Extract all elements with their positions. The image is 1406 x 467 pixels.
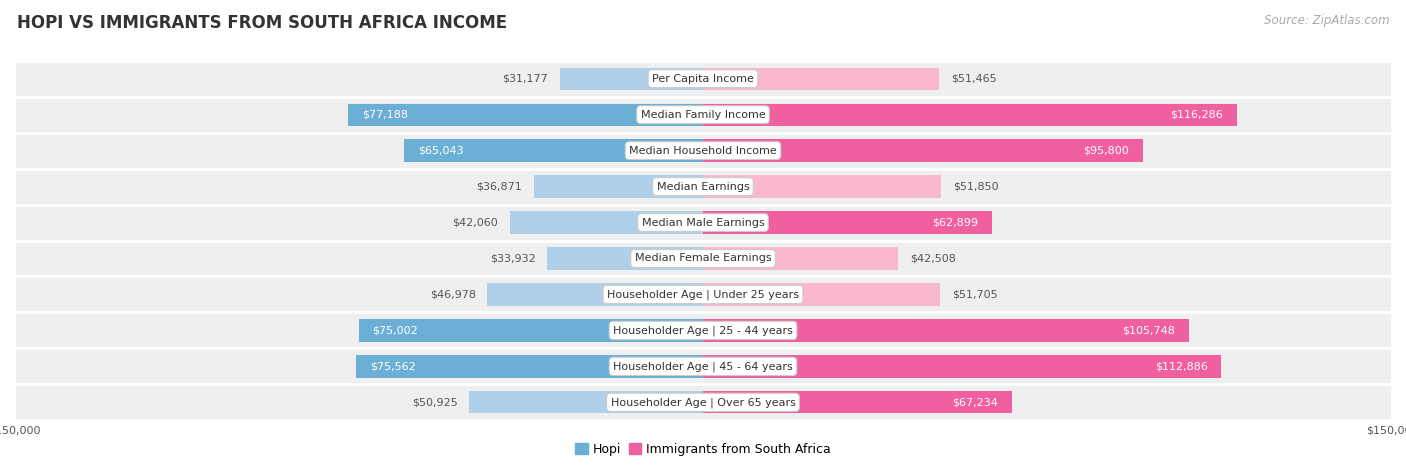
Text: $112,886: $112,886 [1154,361,1208,371]
Bar [359,319,703,341]
Text: $51,465: $51,465 [950,74,997,84]
Text: Source: ZipAtlas.com: Source: ZipAtlas.com [1264,14,1389,27]
Bar [14,348,1392,384]
Bar [14,241,1392,276]
Text: $116,286: $116,286 [1171,110,1223,120]
Text: $105,748: $105,748 [1122,325,1175,335]
Bar [703,68,939,90]
Text: $42,060: $42,060 [453,218,498,227]
Text: $75,562: $75,562 [370,361,416,371]
Text: Householder Age | Over 65 years: Householder Age | Over 65 years [610,397,796,408]
Bar [14,276,1392,312]
Bar [703,355,1222,377]
Text: Householder Age | 25 - 44 years: Householder Age | 25 - 44 years [613,325,793,336]
Bar [14,312,1392,348]
Text: $31,177: $31,177 [502,74,548,84]
Text: $36,871: $36,871 [477,182,522,191]
Bar [534,176,703,198]
Text: $51,705: $51,705 [952,290,998,299]
Bar [703,283,941,305]
Bar [14,384,1392,420]
Bar [703,319,1188,341]
Text: $75,002: $75,002 [373,325,418,335]
Bar [488,283,703,305]
Text: $65,043: $65,043 [418,146,464,156]
Bar [349,104,703,126]
Bar [405,140,703,162]
Text: $42,508: $42,508 [910,254,956,263]
Text: $62,899: $62,899 [932,218,979,227]
Text: $33,932: $33,932 [489,254,536,263]
Text: Householder Age | 45 - 64 years: Householder Age | 45 - 64 years [613,361,793,372]
Text: Median Earnings: Median Earnings [657,182,749,191]
Bar [703,176,941,198]
Text: Median Household Income: Median Household Income [628,146,778,156]
Text: $95,800: $95,800 [1084,146,1129,156]
Text: Per Capita Income: Per Capita Income [652,74,754,84]
Bar [703,248,898,269]
Bar [703,104,1237,126]
Text: Median Family Income: Median Family Income [641,110,765,120]
Text: $77,188: $77,188 [363,110,408,120]
Bar [703,391,1012,413]
Text: Median Female Earnings: Median Female Earnings [634,254,772,263]
Bar [14,97,1392,133]
Text: Householder Age | Under 25 years: Householder Age | Under 25 years [607,289,799,300]
Text: $67,234: $67,234 [952,397,998,407]
Bar [470,391,703,413]
Bar [14,133,1392,169]
Bar [14,61,1392,97]
Bar [14,169,1392,205]
Legend: Hopi, Immigrants from South Africa: Hopi, Immigrants from South Africa [571,438,835,461]
Bar [356,355,703,377]
Bar [703,212,991,234]
Bar [703,140,1143,162]
Text: $50,925: $50,925 [412,397,457,407]
Bar [14,205,1392,241]
Text: HOPI VS IMMIGRANTS FROM SOUTH AFRICA INCOME: HOPI VS IMMIGRANTS FROM SOUTH AFRICA INC… [17,14,508,32]
Bar [510,212,703,234]
Bar [547,248,703,269]
Text: $51,850: $51,850 [953,182,998,191]
Text: Median Male Earnings: Median Male Earnings [641,218,765,227]
Bar [560,68,703,90]
Text: $46,978: $46,978 [430,290,475,299]
